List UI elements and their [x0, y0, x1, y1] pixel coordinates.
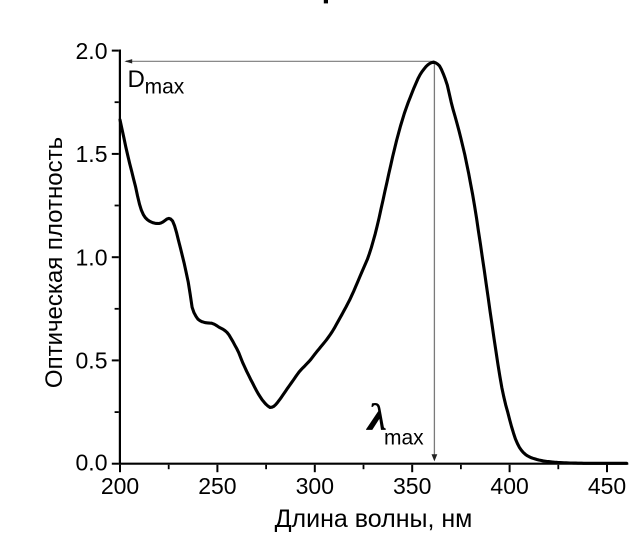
svg-text:1.0: 1.0 — [76, 244, 108, 270]
svg-text:D: D — [128, 66, 145, 93]
svg-text:2.0: 2.0 — [76, 38, 108, 64]
svg-text:300: 300 — [296, 473, 334, 499]
svg-text:Длина волны, нм: Длина волны, нм — [275, 505, 473, 533]
svg-text:200: 200 — [101, 473, 139, 499]
svg-text:max: max — [384, 426, 424, 449]
svg-text:250: 250 — [198, 473, 236, 499]
svg-text:1.5: 1.5 — [76, 141, 108, 167]
svg-text:max: max — [145, 76, 185, 99]
svg-text:450: 450 — [588, 473, 626, 499]
svg-text:350: 350 — [393, 473, 431, 499]
svg-text:0.5: 0.5 — [76, 348, 108, 374]
svg-text:400: 400 — [490, 473, 528, 499]
svg-text:Оптическая плотность: Оптическая плотность — [41, 137, 68, 388]
svg-text:0.0: 0.0 — [76, 450, 108, 476]
svg-text:λ: λ — [365, 397, 387, 438]
